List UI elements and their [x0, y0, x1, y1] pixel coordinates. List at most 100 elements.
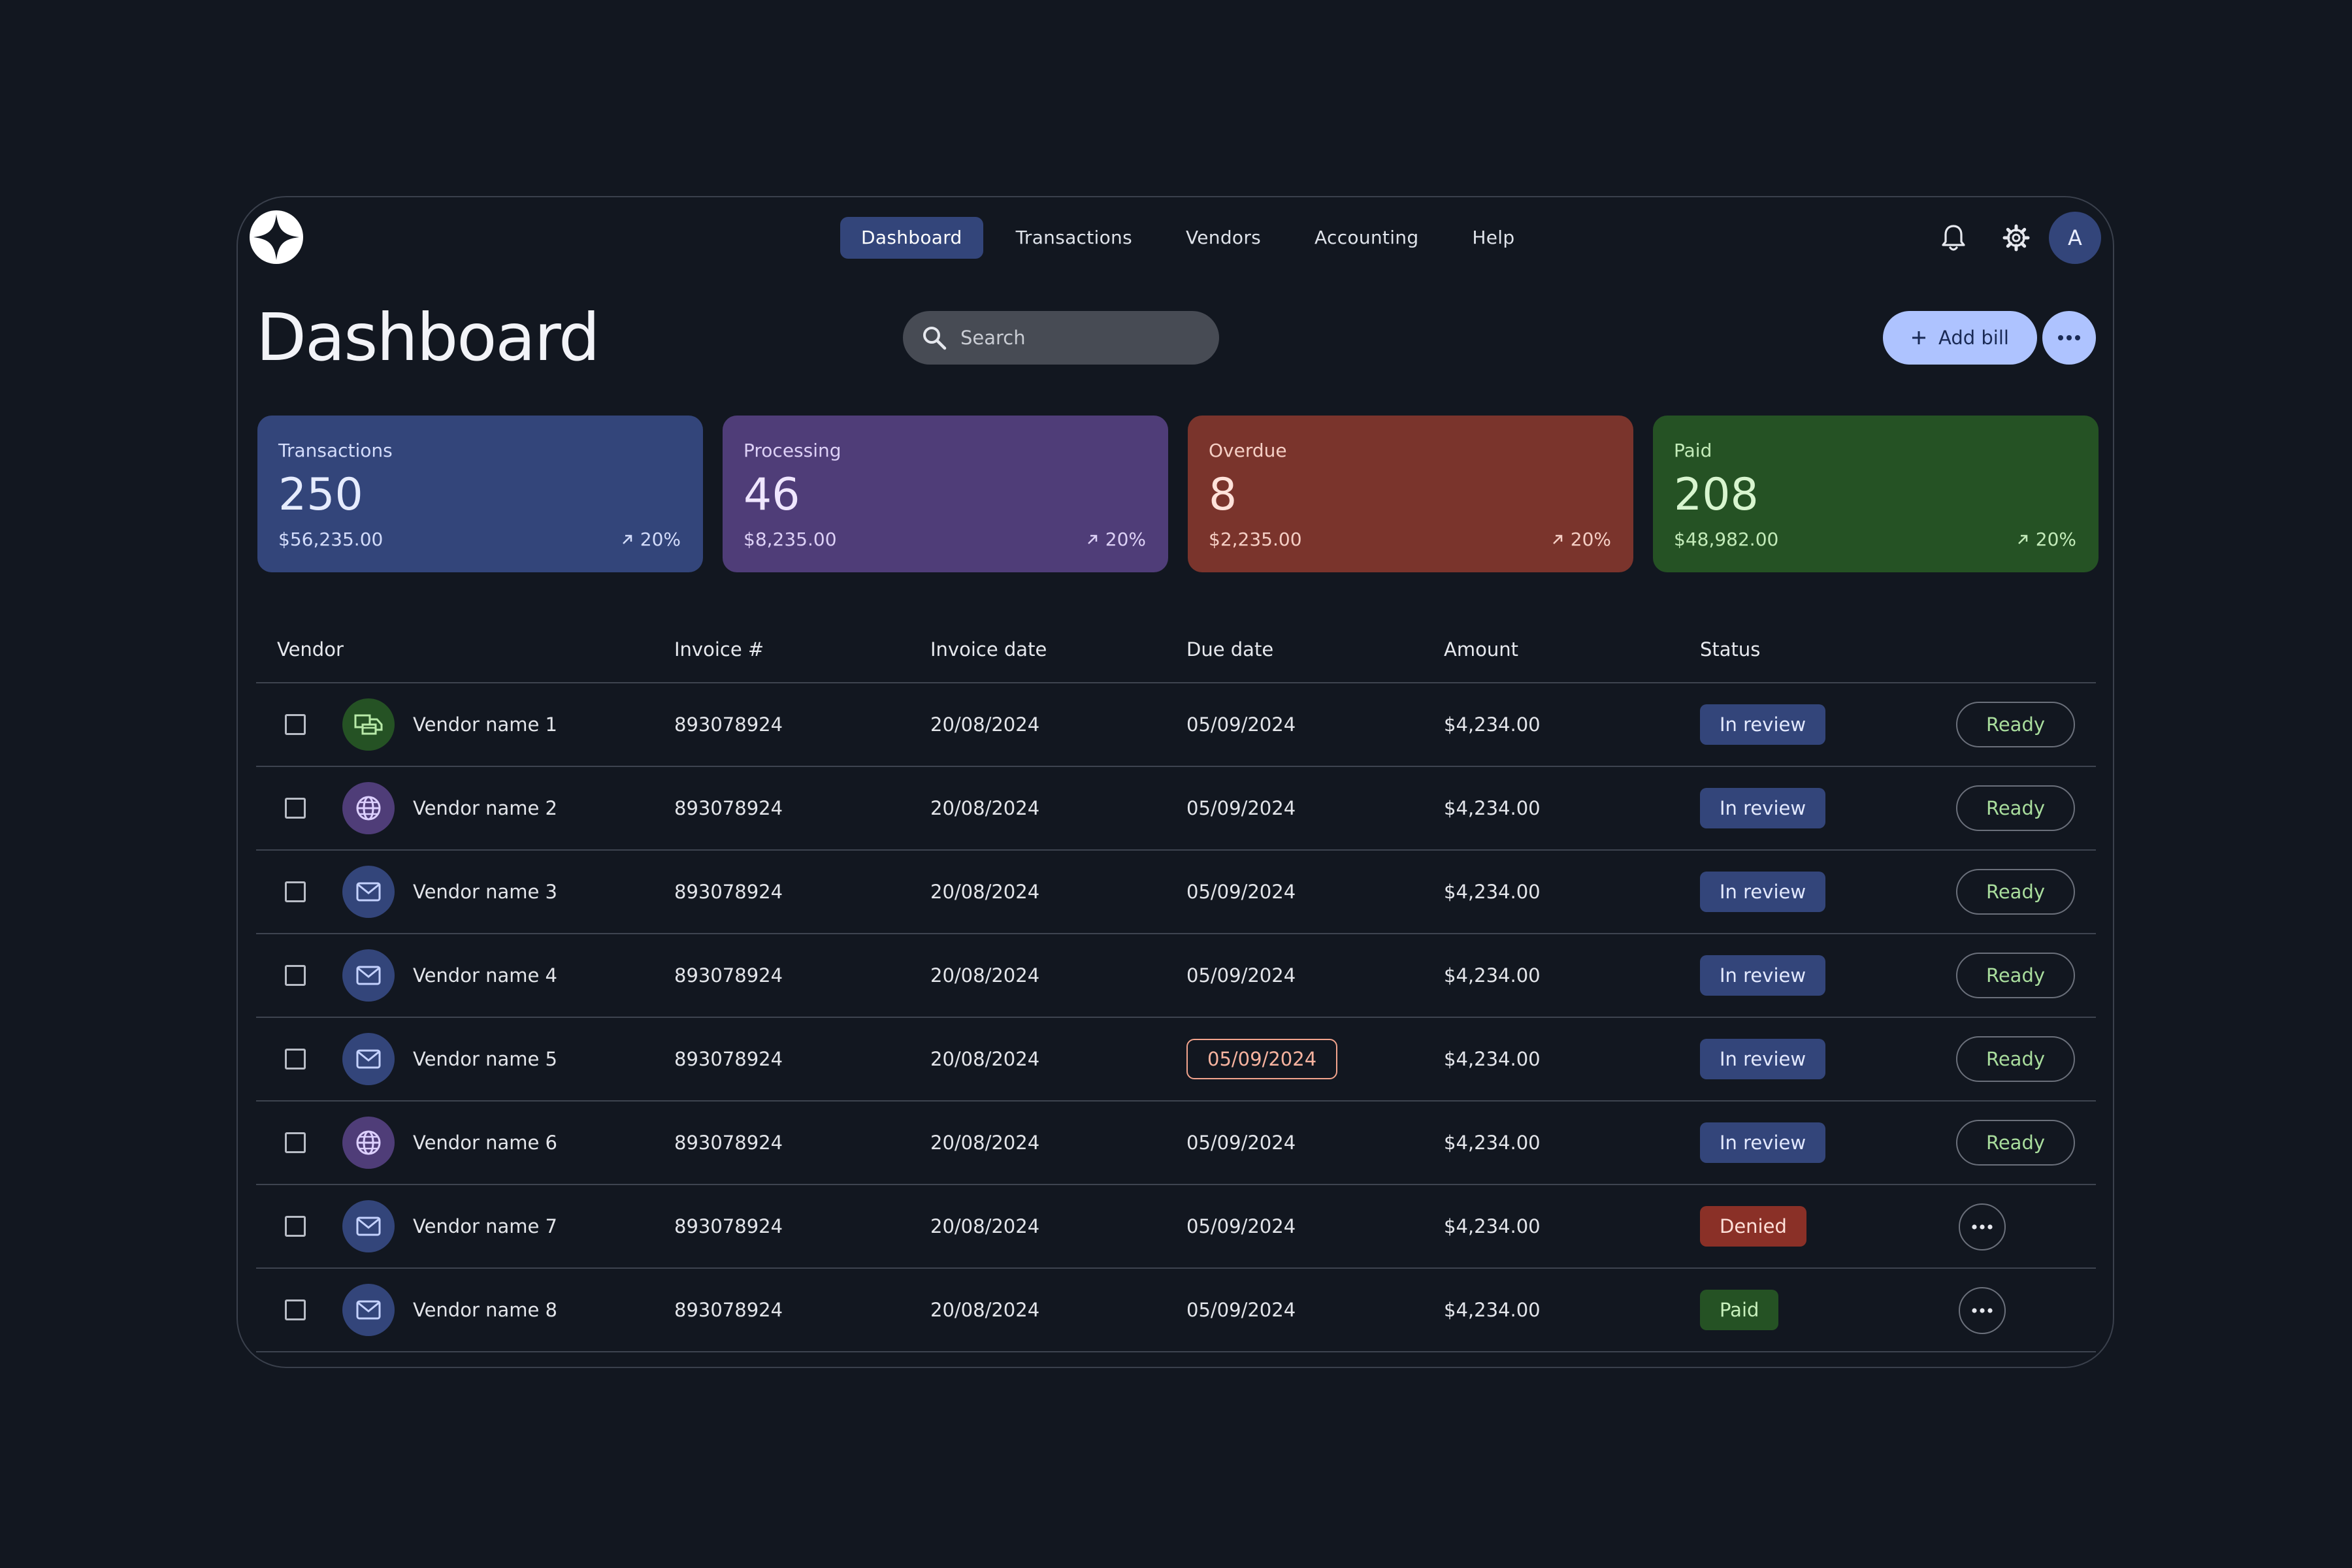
row-checkbox[interactable]	[285, 1132, 306, 1153]
due-date: 05/09/2024	[1186, 713, 1296, 736]
status-badge: In review	[1700, 704, 1826, 745]
vendor-name[interactable]: Vendor name 7	[413, 1215, 558, 1237]
row-checkbox[interactable]	[285, 1049, 306, 1070]
tab-dashboard[interactable]: Dashboard	[840, 217, 983, 259]
vendor-name[interactable]: Vendor name 8	[413, 1299, 558, 1321]
tab-vendors[interactable]: Vendors	[1185, 227, 1262, 248]
invoice-date: 20/08/2024	[930, 881, 1040, 903]
vendor-name[interactable]: Vendor name 3	[413, 881, 558, 903]
status-badge: Denied	[1700, 1206, 1806, 1247]
vendor-name[interactable]: Vendor name 2	[413, 797, 558, 819]
due-date: 05/09/2024	[1186, 1132, 1296, 1154]
table-row[interactable]: Vendor name 3 893078924 20/08/2024 05/09/20…	[256, 851, 2096, 934]
search-icon	[923, 327, 947, 350]
amount: $4,234.00	[1444, 964, 1541, 987]
card-amount: $8,235.00	[743, 529, 837, 550]
column-header-amount[interactable]: Amount	[1444, 638, 1518, 661]
shipping-icon	[342, 698, 395, 751]
table-row[interactable]: Vendor name 1 893078924 20/08/2024 05/09/20…	[256, 683, 2096, 767]
table-row[interactable]: Vendor name 7 893078924 20/08/2024 05/09/20…	[256, 1185, 2096, 1269]
amount: $4,234.00	[1444, 881, 1541, 903]
amount: $4,234.00	[1444, 1215, 1541, 1237]
table-row[interactable]: Vendor name 8 893078924 20/08/2024 05/09/20…	[256, 1269, 2096, 1352]
vendor-name[interactable]: Vendor name 1	[413, 713, 558, 736]
invoice-number: 893078924	[674, 964, 783, 987]
gear-icon[interactable]	[1995, 217, 2037, 259]
row-checkbox[interactable]	[285, 965, 306, 986]
ready-button[interactable]: Ready	[1956, 953, 2075, 998]
vendor-name[interactable]: Vendor name 6	[413, 1132, 558, 1154]
ready-button[interactable]: Ready	[1956, 1120, 2075, 1166]
card-processing[interactable]: Processing 46 $8,235.00 20%	[723, 416, 1168, 572]
mail-icon	[342, 949, 395, 1002]
status-badge: In review	[1700, 788, 1826, 828]
column-header-status[interactable]: Status	[1700, 638, 1761, 661]
row-checkbox[interactable]	[285, 1299, 306, 1320]
globe-icon	[342, 1117, 395, 1169]
add-bill-button[interactable]: Add bill	[1883, 311, 2037, 365]
tab-help[interactable]: Help	[1472, 227, 1515, 248]
card-amount: $2,235.00	[1209, 529, 1302, 550]
row-more-button[interactable]	[1959, 1287, 2006, 1334]
tab-accounting[interactable]: Accounting	[1315, 227, 1419, 248]
status-badge: In review	[1700, 872, 1826, 912]
column-header-due-date[interactable]: Due date	[1186, 638, 1274, 661]
vendor-name[interactable]: Vendor name 4	[413, 964, 558, 987]
column-header-vendor[interactable]: Vendor	[277, 638, 344, 661]
arrow-up-right-icon	[622, 534, 632, 544]
amount: $4,234.00	[1444, 1299, 1541, 1321]
due-date: 05/09/2024	[1186, 797, 1296, 819]
ready-button[interactable]: Ready	[1956, 869, 2075, 915]
mail-icon	[342, 1033, 395, 1085]
card-value: 8	[1209, 469, 1237, 521]
table-row[interactable]: Vendor name 4 893078924 20/08/2024 05/09/20…	[256, 934, 2096, 1018]
mail-icon	[342, 1284, 395, 1336]
bell-icon[interactable]	[1933, 217, 1974, 259]
amount: $4,234.00	[1444, 1132, 1541, 1154]
card-trend: 20%	[1551, 529, 1611, 550]
card-amount: $48,982.00	[1674, 529, 1779, 550]
invoice-number: 893078924	[674, 881, 783, 903]
card-trend-value: 20%	[2035, 529, 2076, 550]
row-checkbox[interactable]	[285, 1216, 306, 1237]
app-logo-icon[interactable]	[250, 210, 303, 264]
more-options-button[interactable]	[2042, 311, 2096, 365]
row-checkbox[interactable]	[285, 881, 306, 902]
card-overdue[interactable]: Overdue 8 $2,235.00 20%	[1188, 416, 1633, 572]
search-input[interactable]: Search	[903, 311, 1219, 365]
card-label: Processing	[743, 440, 841, 461]
invoice-date: 20/08/2024	[930, 1215, 1040, 1237]
vendor-name[interactable]: Vendor name 5	[413, 1048, 558, 1070]
search-placeholder: Search	[960, 327, 1026, 349]
table-row[interactable]: Vendor name 5 893078924 20/08/2024 05/09/20…	[256, 1018, 2096, 1102]
table-row[interactable]: Vendor name 6 893078924 20/08/2024 05/09/20…	[256, 1102, 2096, 1185]
card-trend: 20%	[621, 529, 681, 550]
row-more-button[interactable]	[1959, 1203, 2006, 1250]
row-checkbox[interactable]	[285, 798, 306, 819]
card-paid[interactable]: Paid 208 $48,982.00 20%	[1653, 416, 2099, 572]
arrow-up-right-icon	[2017, 534, 2028, 544]
avatar[interactable]: A	[2049, 212, 2101, 264]
mail-icon	[342, 1200, 395, 1252]
ready-button[interactable]: Ready	[1956, 785, 2075, 831]
app-window: Dashboard Transactions Vendors Accountin…	[237, 196, 2114, 1368]
column-header-invoice[interactable]: Invoice #	[674, 638, 764, 661]
arrow-up-right-icon	[1552, 534, 1563, 544]
amount: $4,234.00	[1444, 797, 1541, 819]
tab-transactions[interactable]: Transactions	[1015, 227, 1132, 248]
more-icon	[1972, 1224, 1993, 1230]
card-transactions[interactable]: Transactions 250 $56,235.00 20%	[257, 416, 703, 572]
column-header-invoice-date[interactable]: Invoice date	[930, 638, 1047, 661]
status-badge: Paid	[1700, 1290, 1779, 1330]
invoice-number: 893078924	[674, 1048, 783, 1070]
table-row[interactable]: Vendor name 2 893078924 20/08/2024 05/09/20…	[256, 767, 2096, 851]
invoice-date: 20/08/2024	[930, 1299, 1040, 1321]
status-badge: In review	[1700, 955, 1826, 996]
ready-button[interactable]: Ready	[1956, 702, 2075, 747]
card-label: Paid	[1674, 440, 1712, 461]
row-checkbox[interactable]	[285, 714, 306, 735]
card-value: 250	[278, 469, 363, 521]
globe-icon	[342, 782, 395, 834]
ready-button[interactable]: Ready	[1956, 1036, 2075, 1082]
invoice-date: 20/08/2024	[930, 1132, 1040, 1154]
